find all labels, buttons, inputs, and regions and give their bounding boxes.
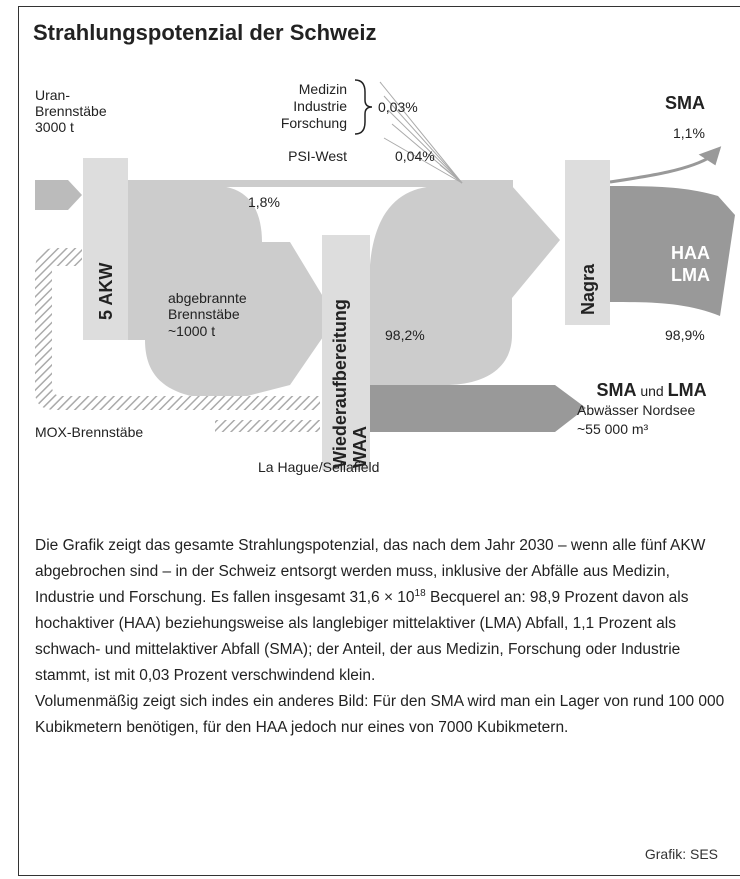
label: 0,04% [395, 148, 435, 164]
label-part: SMA [596, 380, 636, 400]
label: 1,8% [248, 194, 280, 210]
label: Brennstäbe [168, 306, 240, 322]
spent-fuel-flow [128, 186, 336, 400]
label: LMA [671, 265, 710, 285]
label: 98,9% [665, 327, 705, 343]
waa-bar [322, 235, 370, 470]
diagram: Strahlungspotenzial der Schweiz Uran- Br… [33, 20, 735, 475]
sea-flow [370, 385, 586, 432]
frame [18, 6, 740, 876]
label: La Hague/Sellafield [258, 459, 379, 475]
fan-lines [379, 81, 463, 184]
label: Industrie [293, 98, 347, 114]
input-arrow [35, 180, 82, 210]
label: 1,1% [673, 125, 705, 141]
label: abgebrannte [168, 290, 247, 306]
bar-label: WAA [350, 426, 370, 468]
title: Strahlungspotenzial der Schweiz [33, 20, 377, 45]
label: ~1000 t [168, 323, 215, 339]
brace [354, 79, 373, 135]
label: MOX-Brennstäbe [35, 424, 143, 440]
description: Die Grafik zeigt das gesamte Strahlungsp… [35, 533, 725, 741]
direct-flow [128, 180, 513, 187]
bar-label: Wiederaufbereitung [330, 299, 350, 468]
label: Medizin [299, 81, 347, 97]
label-part: LMA [668, 380, 707, 400]
label: 3000 t [35, 119, 74, 135]
mox-loop [215, 420, 320, 432]
label: SMA und LMA [577, 380, 718, 400]
label: Brennstäbe [35, 103, 107, 119]
label-part: und [636, 383, 667, 399]
label: 98,2% [385, 327, 425, 343]
label: ~55 000 m³ [577, 421, 649, 437]
superscript: 18 [414, 587, 426, 599]
label: 0,03% [378, 99, 418, 115]
paragraph: Die Grafik zeigt das gesamte Strahlungsp… [35, 533, 725, 689]
label: SMA [665, 93, 705, 113]
sma-flow [609, 154, 713, 184]
text: Volumenmäßig zeigt sich indes ein andere… [35, 693, 725, 736]
source: Grafik: SES [644, 846, 718, 862]
waa-flow [370, 186, 560, 385]
bar-label: 5 AKW [96, 263, 116, 320]
akw-bar [83, 158, 128, 340]
paragraph: Volumenmäßig zeigt sich indes ein andere… [35, 689, 725, 741]
label: Forschung [281, 115, 347, 131]
label: HAA [671, 243, 710, 263]
text: Die Grafik zeigt das gesamte Strahlungsp… [35, 537, 706, 606]
label: PSI-West [288, 148, 347, 164]
label: Uran- [35, 87, 70, 103]
label: Abwässer Nordsee [577, 402, 695, 418]
text: Becquerel an: 98,9 Prozent davon als hoc… [35, 589, 689, 684]
sma-arrowhead [698, 146, 722, 166]
haa-flow [610, 186, 735, 316]
bar-label: Nagra [578, 263, 598, 315]
nagra-bar [565, 160, 610, 325]
mox-loop [35, 248, 320, 410]
